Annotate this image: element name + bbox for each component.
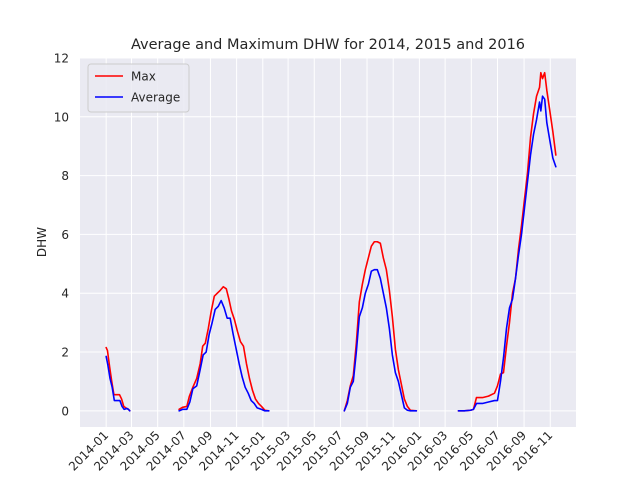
chart-title: Average and Maximum DHW for 2014, 2015 a… [131,37,525,53]
y-tick-label: 0 [61,404,69,418]
series-line-average [457,95,557,412]
legend-label: Max [131,70,156,84]
series-line-average [105,355,131,412]
y-tick-label: 12 [54,52,69,66]
y-tick-label: 8 [61,169,69,183]
legend-label: Average [131,91,180,105]
series-line-average [178,299,270,412]
y-tick-label: 6 [61,228,69,242]
y-tick-labels: 0 2 4 6 8 10 12 [54,52,69,419]
legend: Max Average [87,63,190,113]
y-tick-label: 4 [61,287,69,301]
y-gridlines [80,57,576,412]
y-tick-label: 10 [54,110,69,124]
y-tick-label: 2 [61,346,69,360]
series-layer [105,71,557,412]
series-line-max [178,285,270,412]
series-line-average [343,268,418,412]
x-gridlines [105,58,551,427]
y-axis-label: DHW [35,227,49,257]
plot-area [80,58,576,427]
